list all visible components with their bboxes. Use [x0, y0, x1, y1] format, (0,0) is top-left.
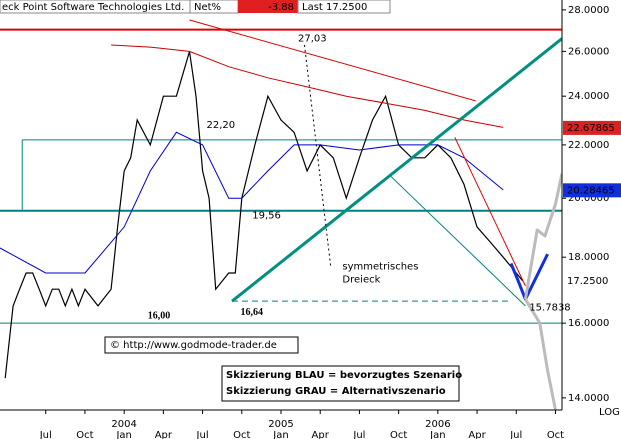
x-tick-label: Jul — [39, 430, 52, 439]
annotation: 19,56 — [252, 210, 281, 221]
trendline — [524, 298, 557, 410]
copyright-box — [104, 336, 299, 354]
value-tag-label: 20.28465 — [567, 185, 615, 196]
x-year-label: 2006 — [425, 419, 450, 430]
annotation: 15.7838 — [529, 303, 570, 314]
x-tick-label: Jul — [509, 430, 522, 439]
x-tick-label: Jul — [196, 430, 209, 439]
y-tick-label: 20.0000 — [568, 193, 609, 204]
plot-area — [0, 19, 562, 410]
x-tick-label: Jul — [352, 430, 365, 439]
y-tick-label: 24.0000 — [568, 91, 609, 102]
legend-note: Skizzierung BLAU = bevorzugtes Szenario — [226, 370, 462, 381]
annotation: 27,03 — [298, 34, 327, 45]
net-label: Net% — [194, 2, 221, 13]
annotation: Dreieck — [342, 274, 380, 285]
value-tag-label: 22.67865 — [567, 123, 615, 134]
y-tick-label: 14.0000 — [568, 393, 609, 404]
moving-average — [111, 44, 504, 128]
x-year-label: 2004 — [111, 419, 136, 430]
y-tick-label: 28.0000 — [568, 5, 609, 16]
annotation: 16,64 — [240, 307, 262, 318]
trendline — [189, 19, 476, 102]
copyright: © http://www.godmode-trader.de — [110, 340, 277, 351]
price-line — [4, 51, 524, 379]
scale-label: LOG — [599, 407, 620, 418]
y-tick-label: 16.0000 — [568, 318, 609, 329]
value-tag — [563, 183, 621, 198]
value-tag — [563, 120, 621, 135]
x-tick-label: Jan — [272, 430, 288, 439]
x-tick-label: Jan — [115, 430, 131, 439]
last-value: Last 17.2500 — [302, 2, 367, 13]
trendline — [390, 175, 526, 307]
trendline — [231, 37, 562, 303]
x-tick-label: Oct — [233, 430, 250, 439]
moving-average — [0, 131, 504, 274]
x-tick-label: Apr — [155, 430, 173, 439]
x-tick-label: Oct — [547, 430, 564, 439]
header-name: eck Point Software Technologies Ltd. — [2, 2, 184, 13]
net-value: -3.88 — [268, 2, 294, 13]
x-year-label: 2005 — [268, 419, 293, 430]
x-tick-label: Jan — [429, 430, 445, 439]
legend-note: Skizzierung GRAU = Alternativszenario — [226, 386, 446, 397]
net-value-box — [238, 0, 298, 13]
annotation: symmetrisches — [342, 262, 418, 273]
annotation: 16,00 — [148, 310, 171, 321]
trendline — [523, 173, 562, 300]
y-tick-label: 22.0000 — [568, 140, 609, 151]
legend-box — [221, 365, 460, 402]
y-tick-label: 18.0000 — [568, 252, 609, 263]
x-tick-label: Apr — [468, 430, 486, 439]
x-tick-label: Apr — [312, 430, 330, 439]
x-tick-label: Oct — [390, 430, 407, 439]
trendline — [304, 44, 332, 267]
trendline — [509, 253, 549, 301]
trendline — [454, 137, 526, 287]
last-box — [297, 0, 391, 14]
y-tick-label: 26.0000 — [568, 46, 609, 57]
annotation: 22,20 — [207, 120, 236, 131]
x-tick-label: Oct — [76, 430, 93, 439]
value-tag-label: 17.2500 — [567, 276, 608, 287]
value-tag — [563, 274, 621, 289]
